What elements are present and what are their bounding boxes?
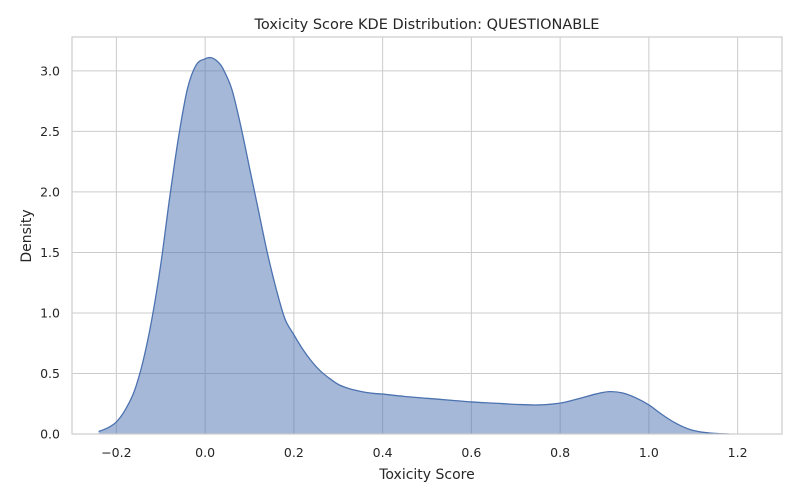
y-tick-label: 2.0 [40, 184, 60, 199]
y-tick-label: 2.5 [40, 124, 60, 139]
kde-area-fill [98, 57, 729, 434]
x-tick-label: 1.2 [728, 445, 748, 460]
y-axis-ticks: 0.0 0.5 1.0 1.5 2.0 2.5 3.0 [40, 63, 60, 441]
x-axis-ticks: −0.2 0.0 0.2 0.4 0.6 0.8 1.0 1.2 [101, 445, 747, 460]
y-tick-label: 1.5 [40, 245, 60, 260]
y-tick-label: 0.5 [40, 366, 60, 381]
y-tick-label: 1.0 [40, 305, 60, 320]
x-tick-label: 0.2 [284, 445, 304, 460]
x-tick-label: 0.4 [373, 445, 393, 460]
kde-density-line [98, 56, 729, 435]
x-axis-label: Toxicity Score [378, 467, 475, 483]
y-axis-label: Density [19, 209, 35, 262]
plot-frame [71, 36, 783, 435]
x-tick-label: 0.8 [550, 445, 570, 460]
y-tick-label: 0.0 [40, 427, 60, 442]
x-tick-label: 0.6 [461, 445, 481, 460]
y-tick-label: 3.0 [40, 63, 60, 78]
x-tick-label: 1.0 [639, 445, 659, 460]
chart-title: Toxicity Score KDE Distribution: QUESTIO… [254, 17, 600, 33]
x-tick-label: −0.2 [101, 445, 131, 460]
x-tick-label: 0.0 [195, 445, 215, 460]
